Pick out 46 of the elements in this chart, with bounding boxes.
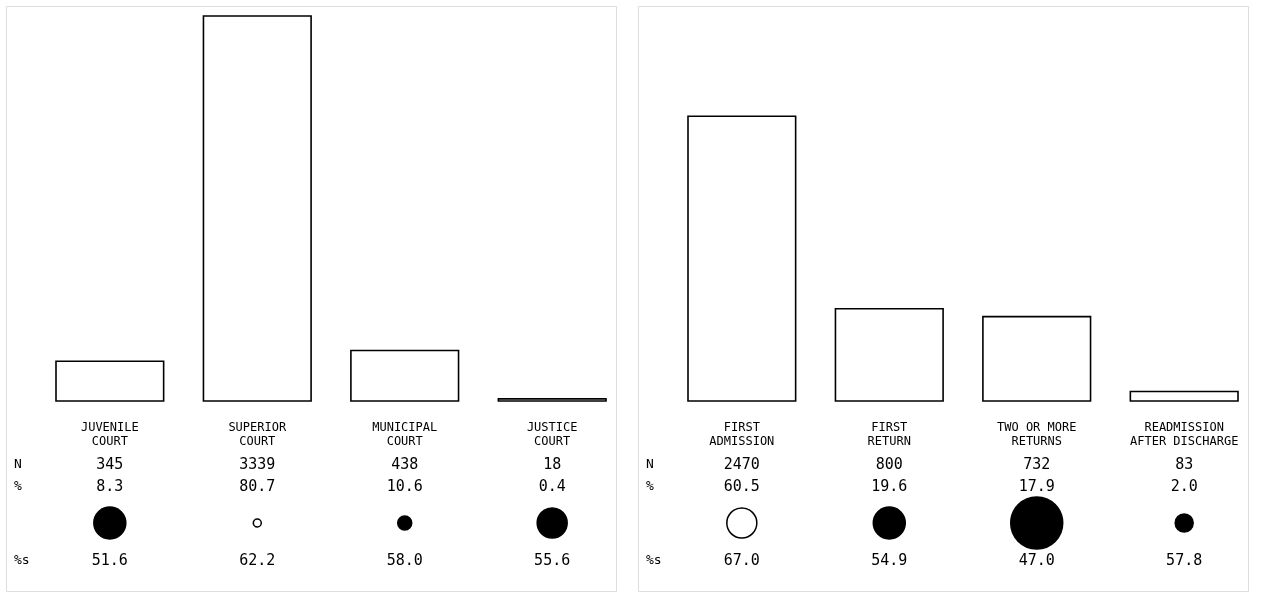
data-label: 732 [1023, 455, 1051, 473]
text: 80.7 [239, 477, 276, 495]
x-tick-label: TWO OR MORE RETURNS [996, 420, 1077, 448]
text: 51.6 [91, 551, 128, 569]
text: %s [646, 552, 662, 567]
bar [834, 307, 944, 402]
x-tick-label: READMISSION AFTER DISCHARGE [1129, 420, 1239, 448]
text: 58.0 [386, 551, 423, 569]
bar [1129, 390, 1239, 402]
x-tick-label: JUVENILE COURT [80, 420, 139, 448]
text: 8.3 [96, 477, 124, 495]
bar [350, 349, 460, 402]
text: 54.9 [871, 551, 908, 569]
text: N [14, 456, 22, 471]
text: %s [14, 552, 30, 567]
text: 47.0 [1018, 551, 1055, 569]
text: 60.5 [723, 477, 760, 495]
data-label: 3339 [239, 455, 276, 473]
text: % [14, 478, 22, 493]
x-tick-label: MUNICIPAL COURT [372, 420, 438, 448]
x-tick-label: FIRST RETURN [867, 420, 911, 448]
bar [982, 315, 1092, 402]
text: 2.0 [1170, 477, 1198, 495]
data-label: 438 [391, 455, 419, 473]
text: N [646, 456, 654, 471]
data-label: 83 [1175, 455, 1194, 473]
data-label: 2470 [723, 455, 760, 473]
x-tick-label: JUSTICE COURT [526, 420, 578, 448]
bar [497, 398, 607, 402]
text: % [646, 478, 654, 493]
text: 17.9 [1018, 477, 1055, 495]
bar [687, 115, 797, 402]
text: 67.0 [723, 551, 760, 569]
x-tick-label: FIRST ADMISSION [709, 420, 775, 448]
text: 62.2 [239, 551, 276, 569]
text: 10.6 [386, 477, 423, 495]
text: 19.6 [871, 477, 908, 495]
x-tick-label: SUPERIOR COURT [228, 420, 287, 448]
data-label: 345 [96, 455, 124, 473]
text: 0.4 [538, 477, 566, 495]
data-label: 18 [543, 455, 562, 473]
bar [202, 15, 312, 402]
bar [55, 360, 165, 402]
data-label: 800 [875, 455, 903, 473]
text: 55.6 [534, 551, 571, 569]
text: 57.8 [1166, 551, 1203, 569]
